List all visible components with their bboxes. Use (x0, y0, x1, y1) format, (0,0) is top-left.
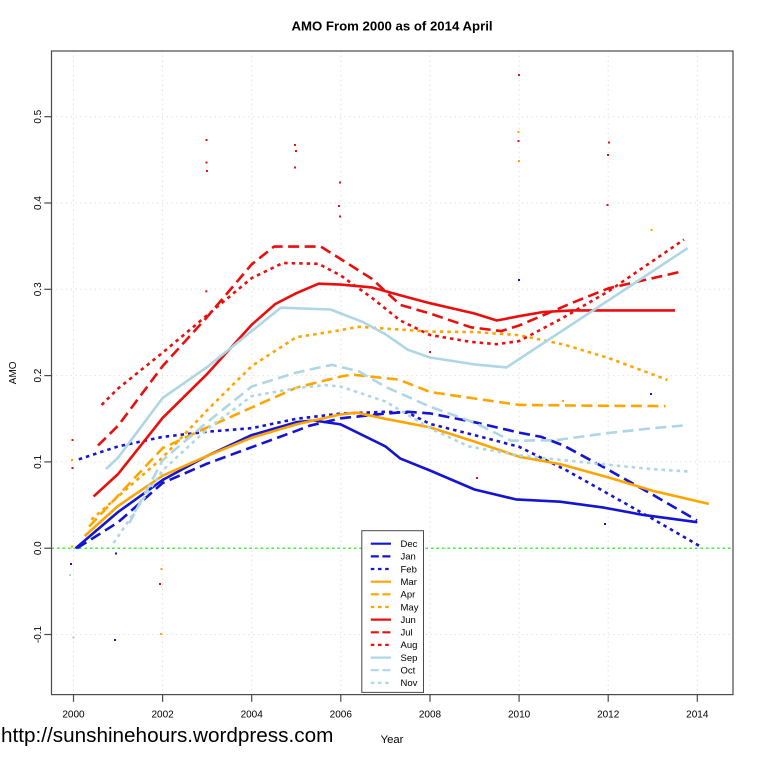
svg-text:Mar: Mar (401, 577, 417, 588)
svg-text:0.3: 0.3 (33, 282, 44, 296)
svg-text:AMO: AMO (8, 361, 19, 384)
svg-text:Jun: Jun (401, 615, 416, 626)
svg-text:2002: 2002 (151, 709, 174, 720)
svg-text:Nov: Nov (401, 678, 418, 689)
svg-text:0.0: 0.0 (33, 541, 44, 555)
svg-text:2008: 2008 (419, 709, 442, 720)
svg-text:Jul: Jul (401, 628, 413, 639)
svg-text:2000: 2000 (62, 709, 85, 720)
svg-text:Dec: Dec (401, 539, 418, 550)
svg-text:AMO From 2000 as of 2014 April: AMO From 2000 as of 2014 April (291, 18, 492, 33)
svg-text:0.1: 0.1 (33, 455, 44, 469)
svg-text:-0.1: -0.1 (33, 625, 44, 643)
svg-text:http://sunshinehours.wordpress: http://sunshinehours.wordpress.com (1, 724, 333, 747)
svg-text:Jan: Jan (401, 552, 416, 563)
svg-text:Apr: Apr (401, 590, 416, 601)
svg-text:Aug: Aug (401, 640, 418, 651)
svg-text:2012: 2012 (597, 709, 620, 720)
svg-text:2004: 2004 (241, 709, 264, 720)
svg-text:0.4: 0.4 (33, 196, 44, 210)
svg-text:Oct: Oct (401, 666, 416, 677)
svg-text:2006: 2006 (330, 709, 353, 720)
svg-text:2014: 2014 (686, 709, 709, 720)
svg-text:0.5: 0.5 (33, 109, 44, 123)
svg-text:May: May (401, 602, 419, 613)
svg-text:Feb: Feb (401, 564, 417, 575)
svg-text:Year: Year (381, 734, 404, 746)
svg-text:Sep: Sep (401, 653, 418, 664)
svg-text:0.2: 0.2 (33, 368, 44, 382)
svg-text:2010: 2010 (508, 709, 531, 720)
